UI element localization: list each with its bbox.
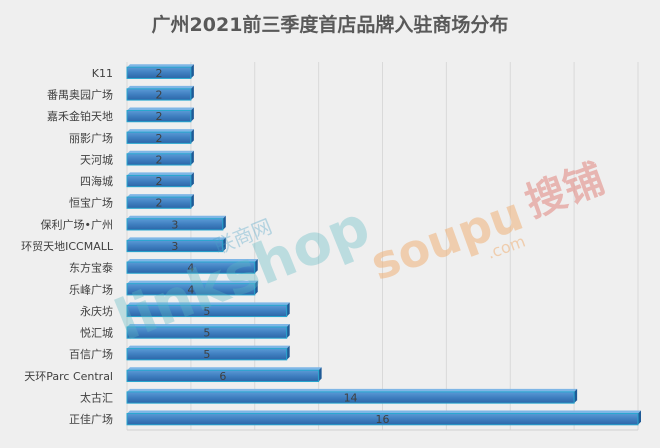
bar: [126, 391, 575, 404]
bar-top-face: [127, 237, 226, 241]
bar-side-face: [318, 367, 322, 382]
bar-top-face: [127, 410, 641, 414]
bar: [126, 239, 224, 253]
bar: [126, 174, 192, 188]
category-label: 百信广场: [69, 347, 113, 361]
bar: [126, 218, 224, 231]
bar-side-face: [190, 194, 194, 209]
bar-top-face: [127, 107, 194, 111]
bar-side-face: [190, 85, 194, 101]
data-label: 14: [344, 392, 358, 405]
bar-top-face: [127, 302, 290, 306]
category-label: 保利广场•广州: [41, 217, 114, 231]
data-label: 2: [155, 153, 162, 166]
bar: [126, 283, 256, 296]
data-label: 2: [155, 88, 162, 101]
bar-side-face: [222, 237, 226, 252]
bar-top-face: [127, 150, 194, 154]
bar-top-face: [127, 367, 322, 371]
bar-side-face: [254, 259, 258, 274]
bar-side-face: [286, 345, 290, 360]
data-label: 3: [171, 240, 178, 253]
data-label: 16: [376, 413, 390, 426]
data-label: 2: [155, 132, 162, 145]
bar-top-face: [127, 280, 258, 284]
category-label: K11: [92, 67, 113, 80]
data-label: 4: [187, 262, 194, 275]
bar-top-face: [127, 215, 226, 219]
bar: [126, 109, 192, 123]
bar-top-face: [127, 194, 194, 198]
data-label: 2: [155, 175, 162, 188]
bar-side-face: [190, 64, 194, 79]
category-label: 天河城: [80, 153, 113, 166]
category-label: 环贸天地ICCMALL: [21, 240, 114, 253]
bar-side-face: [190, 129, 194, 144]
bar: [126, 88, 192, 101]
data-label: 6: [219, 370, 226, 383]
bar-top-face: [127, 85, 194, 89]
data-label: 2: [155, 110, 162, 123]
category-label: 乐峰广场: [69, 282, 113, 296]
bar-top-face: [127, 345, 290, 349]
category-label: 恒宝广场: [69, 196, 113, 210]
bar-top-face: [127, 129, 194, 133]
bar-side-face: [254, 280, 258, 295]
bar: [126, 369, 320, 383]
category-label: 番禺奥园广场: [47, 87, 113, 101]
category-label: 四海城: [80, 174, 113, 188]
bar-top-face: [127, 323, 290, 327]
category-labels: K11 番禺奥园广场嘉禾金铂天地丽影广场天河城四海城恒宝广场保利广场•广州环贸天地…: [21, 67, 114, 426]
data-label: 4: [187, 283, 194, 296]
bar-top-face: [127, 388, 578, 392]
data-label: 2: [155, 67, 162, 80]
category-label: 太古汇: [80, 392, 113, 405]
data-label: 2: [155, 197, 162, 210]
category-label: 嘉禾金铂天地: [47, 109, 113, 123]
bar-side-face: [190, 172, 194, 187]
bar: [126, 413, 639, 426]
bar: [126, 304, 288, 318]
bar: [126, 131, 192, 144]
chart-title: 广州2021前三季度首店品牌入驻商场分布: [151, 14, 509, 36]
bar: [126, 153, 192, 166]
category-label: 天环Parc Central: [24, 370, 113, 383]
bar-side-face: [574, 388, 578, 404]
bar: [126, 348, 288, 361]
data-label: 3: [171, 218, 178, 231]
bar-top-face: [127, 259, 258, 263]
bar: [126, 326, 288, 339]
data-label: 5: [203, 348, 210, 361]
category-label: 东方宝泰: [69, 261, 113, 275]
bar-side-face: [638, 410, 641, 425]
category-label: 悦汇城: [80, 326, 113, 340]
bar-side-face: [190, 107, 194, 122]
bar: [126, 66, 192, 79]
data-label: 5: [203, 327, 210, 340]
data-label: 5: [203, 305, 210, 318]
bar-side-face: [286, 302, 290, 317]
bar: [126, 261, 256, 274]
bar-top-face: [127, 64, 194, 68]
bar-side-face: [286, 323, 290, 339]
category-label: 丽影广场: [69, 131, 113, 145]
bar-top-face: [127, 172, 194, 176]
category-label: 正佳广场: [69, 412, 113, 426]
bar-side-face: [190, 150, 194, 166]
bar: [126, 196, 192, 209]
category-label: 永庆坊: [80, 304, 113, 318]
bar-side-face: [222, 215, 226, 230]
